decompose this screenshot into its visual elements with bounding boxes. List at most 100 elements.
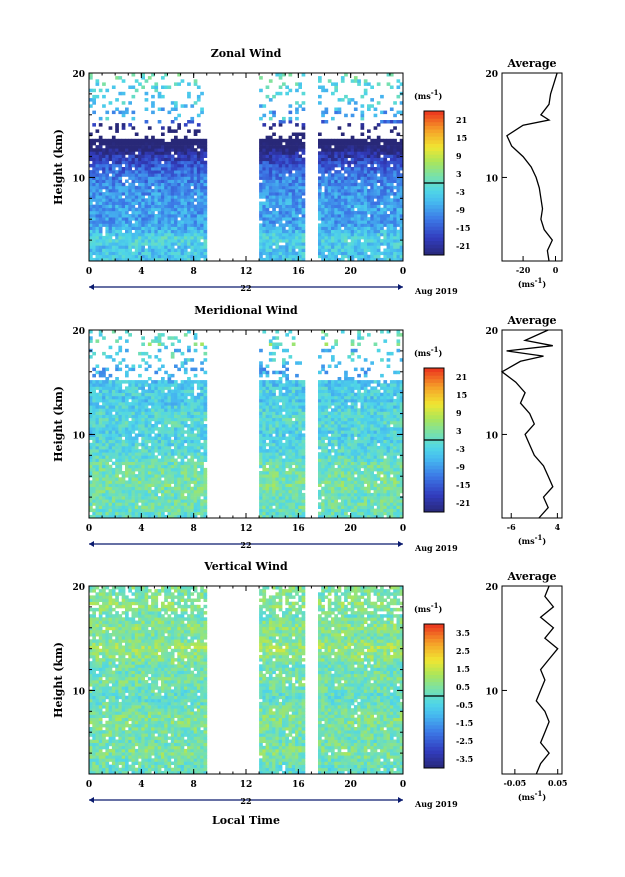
profile-x-tick-label: 4 (555, 522, 561, 532)
x-tick-label: 4 (138, 267, 144, 277)
colorbar-tick-label: -3 (456, 187, 465, 197)
x-tick-label: 16 (292, 267, 305, 277)
y-axis-title: Height (km) (52, 642, 65, 718)
x-tick-label: 20 (344, 267, 357, 277)
profile-line (502, 330, 553, 518)
colorbar-tick-label: -15 (456, 480, 470, 490)
x-tick-label: 0 (86, 267, 92, 277)
date-label: Aug 2019 (414, 799, 458, 809)
profile-x-tick-label: 0 (553, 265, 559, 275)
colorbar-tick-label: -2.5 (456, 736, 473, 746)
y-tick-label: 20 (72, 327, 85, 337)
average-title: Average (506, 570, 556, 583)
profile-line (536, 586, 557, 774)
y-tick-label: 10 (72, 687, 85, 697)
day-label: 22 (240, 283, 251, 293)
colorbar-unit: (ms-1) (414, 601, 443, 614)
colorbar-tick-label: -9 (456, 205, 465, 215)
profile-y-tick-label: 10 (485, 431, 498, 441)
profile-line (507, 73, 557, 261)
date-label: Aug 2019 (414, 286, 458, 296)
date-label: Aug 2019 (414, 543, 458, 553)
colorbar-tick-label: 21 (456, 115, 467, 125)
x-tick-label: 12 (240, 524, 253, 534)
x-axis-title: Local Time (212, 814, 280, 827)
profile-x-tick-label: 0.05 (548, 778, 567, 788)
x-tick-label: 0 (400, 780, 406, 790)
y-tick-label: 20 (72, 70, 85, 80)
average-title: Average (506, 314, 556, 327)
x-tick-label: 0 (86, 524, 92, 534)
colorbar-tick-label: 9 (456, 151, 462, 161)
colorbar-tick-label: -0.5 (456, 700, 473, 710)
x-tick-label: 0 (86, 780, 92, 790)
x-tick-label: 20 (344, 524, 357, 534)
y-axis-title: Height (km) (52, 386, 65, 462)
average-profile: Average 20 10 -6 4 (ms-1) (485, 314, 562, 546)
x-tick-label: 8 (191, 524, 197, 534)
x-tick-label: 12 (240, 780, 253, 790)
colorbar-tick-label: 1.5 (456, 664, 470, 674)
panel-title: Vertical Wind (203, 560, 288, 573)
colorbar-tick-label: 9 (456, 408, 462, 418)
profile-frame (502, 586, 562, 774)
profile-y-tick-label: 20 (485, 70, 498, 80)
profile-x-tick-label: -0.05 (503, 778, 526, 788)
colorbar-unit: (ms-1) (414, 345, 443, 358)
panel-2: Meridional Wind 0 4 8 12 16 20 0 20 10 Height (km)… (52, 304, 562, 553)
heatmap-cells (89, 586, 403, 774)
x-tick-label: 16 (292, 524, 305, 534)
profile-frame (502, 73, 562, 261)
profile-x-tick-label: -6 (507, 522, 516, 532)
x-tick-label: 0 (400, 267, 406, 277)
colorbar: 21 15 9 3 -3 -9 -15 -21 (424, 368, 470, 513)
colorbar-tick-label: -15 (456, 223, 470, 233)
colorbar-tick-label: 21 (456, 372, 467, 382)
profile-x-label: (ms-1) (518, 276, 547, 289)
day-label: 22 (240, 796, 251, 806)
average-profile: Average 20 10 -20 0 (ms-1) (485, 57, 562, 289)
colorbar-tick-label: -1.5 (456, 718, 473, 728)
profile-y-tick-label: 20 (485, 327, 498, 337)
x-tick-label: 4 (138, 524, 144, 534)
profile-x-label: (ms-1) (518, 533, 547, 546)
profile-y-tick-label: 10 (485, 687, 498, 697)
average-profile: Average 20 10 -0.05 0.05(ms-1) (485, 570, 567, 802)
colorbar-tick-label: -3 (456, 444, 465, 454)
panel-1: Zonal Wind 0 4 8 12 16 20 0 20 10 Height (km) 22 Aug… (52, 47, 562, 296)
colorbar-tick-label: 3 (456, 426, 462, 436)
colorbar-tick-label: -21 (456, 241, 470, 251)
y-tick-label: 20 (72, 583, 85, 593)
day-label: 22 (240, 540, 251, 550)
y-tick-label: 10 (72, 174, 85, 184)
panel-title: Zonal Wind (211, 47, 282, 60)
heatmap-cells (89, 73, 403, 261)
x-tick-label: 8 (191, 267, 197, 277)
colorbar: 3.5 2.5 1.5 0.5 -0.5 -1.5 -2.5 -3.5 (424, 624, 473, 769)
x-tick-label: 0 (400, 524, 406, 534)
y-tick-label: 10 (72, 431, 85, 441)
panel-title: Meridional Wind (194, 304, 298, 317)
profile-y-tick-label: 20 (485, 583, 498, 593)
colorbar-tick-label: -21 (456, 498, 470, 508)
colorbar-tick-label: -3.5 (456, 754, 473, 764)
colorbar-tick-label: -9 (456, 462, 465, 472)
colorbar-tick-label: 0.5 (456, 682, 470, 692)
heatmap-cells (89, 330, 403, 518)
profile-x-tick-label: -20 (516, 265, 531, 275)
x-tick-label: 20 (344, 780, 357, 790)
average-title: Average (506, 57, 556, 70)
colorbar-unit: (ms-1) (414, 88, 443, 101)
x-tick-label: 12 (240, 267, 253, 277)
colorbar-tick-label: 2.5 (456, 646, 470, 656)
colorbar-tick-label: 15 (456, 390, 467, 400)
profile-x-label: (ms-1) (518, 789, 547, 802)
colorbar-tick-label: 15 (456, 133, 467, 143)
profile-y-tick-label: 10 (485, 174, 498, 184)
y-axis-title: Height (km) (52, 129, 65, 205)
x-tick-label: 4 (138, 780, 144, 790)
colorbar-tick-label: 3.5 (456, 628, 470, 638)
